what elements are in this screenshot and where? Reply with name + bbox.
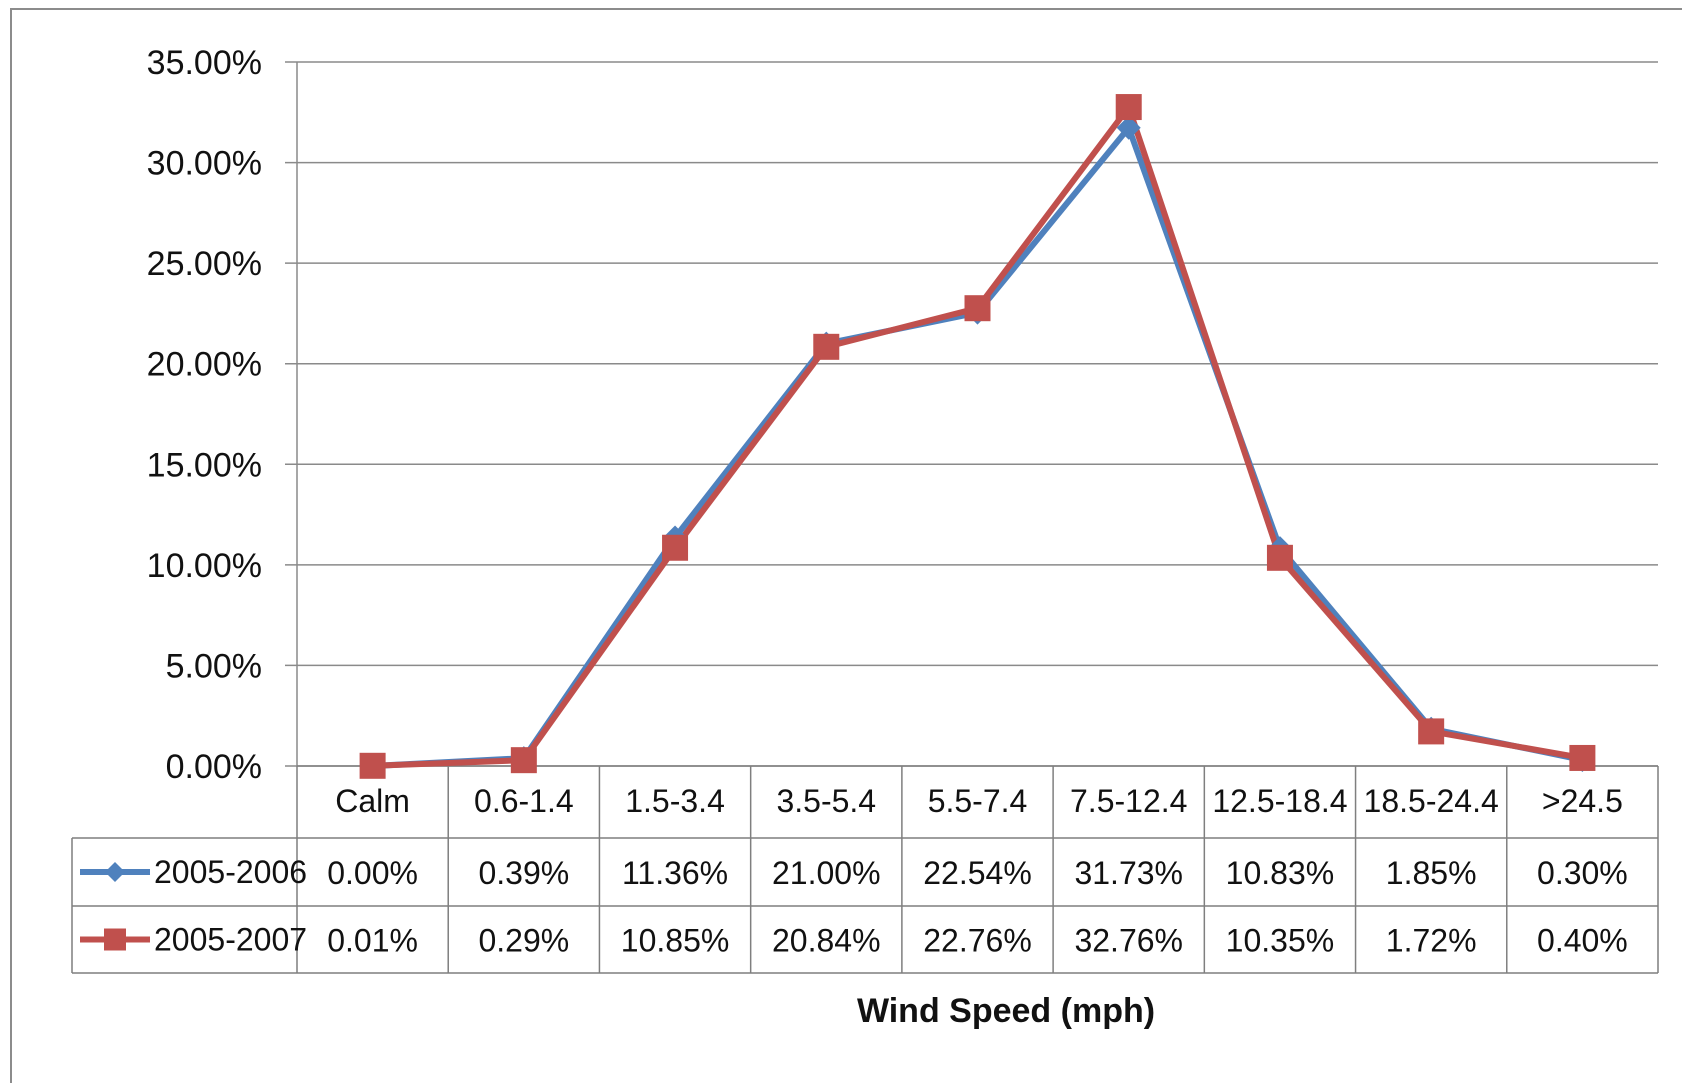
chart-frame xyxy=(10,8,1682,1083)
data-point xyxy=(1116,115,1141,140)
series-line xyxy=(372,124,1583,769)
y-axis: 0.00% 5.00% 10.00% 15.00% 20.00% 25.00% 30.00%… xyxy=(147,44,298,786)
category-label: 18.5-24.4 xyxy=(1364,783,1499,819)
data-point xyxy=(1418,718,1445,745)
data-cell: 1.72% xyxy=(1386,923,1477,959)
data-point xyxy=(662,534,689,561)
legend-entry: 2005-2006 xyxy=(154,854,307,890)
y-tick-label: 0.00% xyxy=(166,748,262,786)
data-cell: 0.39% xyxy=(478,855,569,891)
y-tick-label: 35.00% xyxy=(147,44,262,82)
y-tick-label: 15.00% xyxy=(147,446,262,484)
category-label: 7.5-12.4 xyxy=(1070,783,1187,819)
data-point xyxy=(510,747,537,774)
data-point xyxy=(1266,544,1293,571)
category-label: 12.5-18.4 xyxy=(1212,783,1347,819)
data-cell: 0.29% xyxy=(478,923,569,959)
category-label: 3.5-5.4 xyxy=(776,783,876,819)
data-point xyxy=(1115,94,1142,121)
data-point xyxy=(1569,744,1596,771)
data-cell: 32.76% xyxy=(1074,923,1183,959)
data-cell: 21.00% xyxy=(772,855,881,891)
plot-series xyxy=(359,94,1596,779)
legend-key-marker xyxy=(104,928,126,951)
series-line xyxy=(372,104,1583,769)
data-cell: 31.73% xyxy=(1074,855,1183,891)
y-tick-label: 10.00% xyxy=(147,547,262,585)
y-tick-label: 25.00% xyxy=(147,245,262,283)
data-table: Calm 0.6-1.4 1.5-3.4 3.5-5.4 5.5-7.4 7.5-12.4… xyxy=(71,765,1659,974)
data-cell: 20.84% xyxy=(772,923,881,959)
x-axis-title: Wind Speed (mph) xyxy=(857,992,1155,1030)
category-label: 5.5-7.4 xyxy=(928,783,1028,819)
category-label: 0.6-1.4 xyxy=(474,783,574,819)
legend-entry: 2005-2007 xyxy=(154,922,307,958)
category-label: Calm xyxy=(335,783,410,819)
data-cell: 22.54% xyxy=(923,855,1032,891)
data-cell: 10.83% xyxy=(1226,855,1335,891)
data-cell: 10.85% xyxy=(621,923,730,959)
y-tick-label: 30.00% xyxy=(147,145,262,183)
data-point xyxy=(359,752,386,779)
data-cell: 0.30% xyxy=(1537,855,1628,891)
data-point xyxy=(964,295,991,322)
category-label: 1.5-3.4 xyxy=(625,783,725,819)
data-cell: 10.35% xyxy=(1226,923,1335,959)
data-cell: 0.00% xyxy=(327,855,418,891)
data-cell: 11.36% xyxy=(622,855,728,891)
data-cell: 22.76% xyxy=(923,923,1032,959)
data-cell: 0.01% xyxy=(327,923,418,959)
legend-key-marker xyxy=(105,862,125,882)
data-cell: 0.40% xyxy=(1537,923,1628,959)
gridlines xyxy=(285,61,1658,767)
y-tick-label: 20.00% xyxy=(147,346,262,384)
category-label: >24.5 xyxy=(1542,783,1623,819)
data-cell: 1.85% xyxy=(1386,855,1477,891)
y-tick-label: 5.00% xyxy=(166,647,262,685)
data-point xyxy=(813,333,840,360)
